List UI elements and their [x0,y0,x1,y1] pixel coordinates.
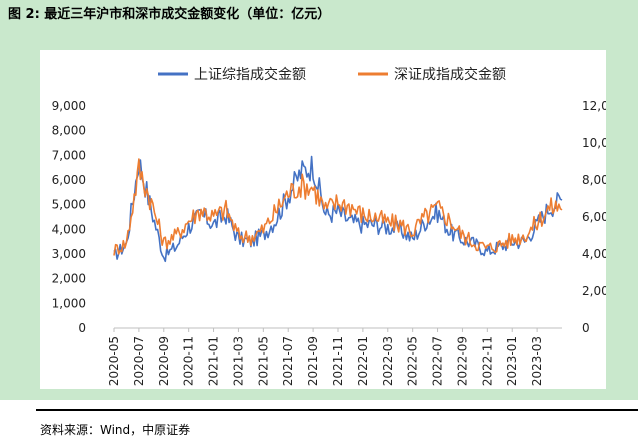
y-right-tick-label: 12,000 [582,99,606,113]
legend-label-sh: 上证综指成交金额 [194,66,306,83]
x-tick-label: 2022-07 [431,336,445,386]
x-tick-label: 2021-01 [207,336,221,386]
chart-legend: 上证综指成交金额 深证成指成交金额 [158,66,506,83]
y-right-tick-label: 6,000 [582,210,606,224]
x-tick-label: 2021-05 [256,336,270,386]
y-right-tick-label: 10,000 [582,136,606,150]
y-left-tick-label: 1,000 [52,296,86,310]
source-note: 资料来源：Wind，中原证券 [40,423,191,437]
line-chart: 上证综指成交金额 深证成指成交金额 0 1,000 2,000 3,000 4,000 5,… [52,66,606,386]
y-left-tick-label: 8,000 [52,124,86,138]
x-tick-label: 2020-07 [132,336,146,386]
y-right-tick-label: 0 [582,321,590,335]
x-tick-label: 2021-07 [281,336,295,386]
y-left-tick-label: 6,000 [52,173,86,187]
y-left-tick-label: 9,000 [52,99,86,113]
x-tick-label: 2023-01 [505,336,519,386]
y-left-tick-label: 4,000 [52,222,86,236]
y-right-tick-label: 4,000 [582,247,606,261]
x-tick-label: 2022-11 [480,336,494,386]
chart-area: 上证综指成交金额 深证成指成交金额 0 1,000 2,000 3,000 4,000 5,… [40,50,606,389]
x-tick-label: 2021-09 [306,336,320,386]
x-tick-label: 2020-09 [157,336,171,386]
y-left-tick-label: 3,000 [52,247,86,261]
y-right-tick-label: 8,000 [582,173,606,187]
series-line-sh [113,155,563,263]
x-tick-label: 2022-05 [406,336,420,386]
x-axis: 2020-05 2020-07 2020-09 2020-11 2021-01 2021-… [107,327,562,386]
x-tick-label: 2020-11 [182,336,196,386]
y-left-tick-label: 2,000 [52,272,86,286]
x-tick-label: 2022-01 [356,336,370,386]
x-tick-label: 2020-05 [107,336,121,386]
y-axis-right: 0 2,000 4,000 6,000 8,000 10,000 12,000 [582,99,606,335]
y-left-tick-label: 0 [78,321,86,335]
x-tick-label: 2022-09 [455,336,469,386]
y-left-tick-label: 7,000 [52,148,86,162]
figure-title: 图 2: 最近三年沪市和深市成交金额变化（单位：亿元） [8,7,331,22]
x-tick-label: 2021-03 [231,336,245,386]
y-right-tick-label: 2,000 [582,284,606,298]
separator-rule [36,409,638,411]
series-layer [113,155,563,263]
y-axis-left: 0 1,000 2,000 3,000 4,000 5,000 6,000 7,000 8,00… [52,99,86,335]
series-line-sz [113,158,563,256]
legend-label-sz: 深证成指成交金额 [394,66,506,83]
x-tick-label: 2023-03 [530,336,544,386]
y-left-tick-label: 5,000 [52,198,86,212]
x-tick-label: 2021-11 [331,336,345,386]
x-tick-label: 2022-03 [381,336,395,386]
